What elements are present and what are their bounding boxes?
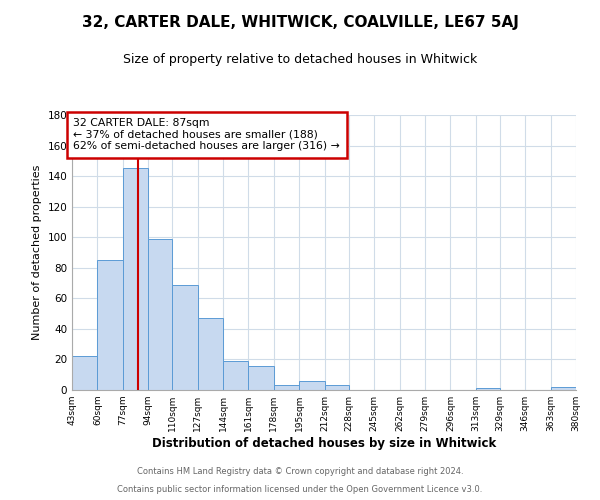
Text: 32 CARTER DALE: 87sqm
← 37% of detached houses are smaller (188)
62% of semi-det: 32 CARTER DALE: 87sqm ← 37% of detached …: [73, 118, 340, 152]
Text: Contains public sector information licensed under the Open Government Licence v3: Contains public sector information licen…: [118, 485, 482, 494]
Bar: [325, 386, 349, 390]
Text: Contains HM Land Registry data © Crown copyright and database right 2024.: Contains HM Land Registry data © Crown c…: [137, 467, 463, 476]
Bar: [148, 239, 172, 390]
Bar: [299, 381, 325, 390]
Y-axis label: Number of detached properties: Number of detached properties: [32, 165, 42, 340]
Bar: [476, 388, 500, 390]
Bar: [274, 386, 299, 390]
Bar: [97, 260, 123, 390]
Bar: [551, 387, 576, 390]
Bar: [172, 284, 197, 390]
Bar: [223, 361, 248, 390]
X-axis label: Distribution of detached houses by size in Whitwick: Distribution of detached houses by size …: [152, 437, 496, 450]
Bar: [123, 168, 148, 390]
Text: 32, CARTER DALE, WHITWICK, COALVILLE, LE67 5AJ: 32, CARTER DALE, WHITWICK, COALVILLE, LE…: [82, 15, 518, 30]
Bar: [72, 356, 97, 390]
Bar: [248, 366, 274, 390]
Bar: [197, 318, 223, 390]
Text: Size of property relative to detached houses in Whitwick: Size of property relative to detached ho…: [123, 52, 477, 66]
